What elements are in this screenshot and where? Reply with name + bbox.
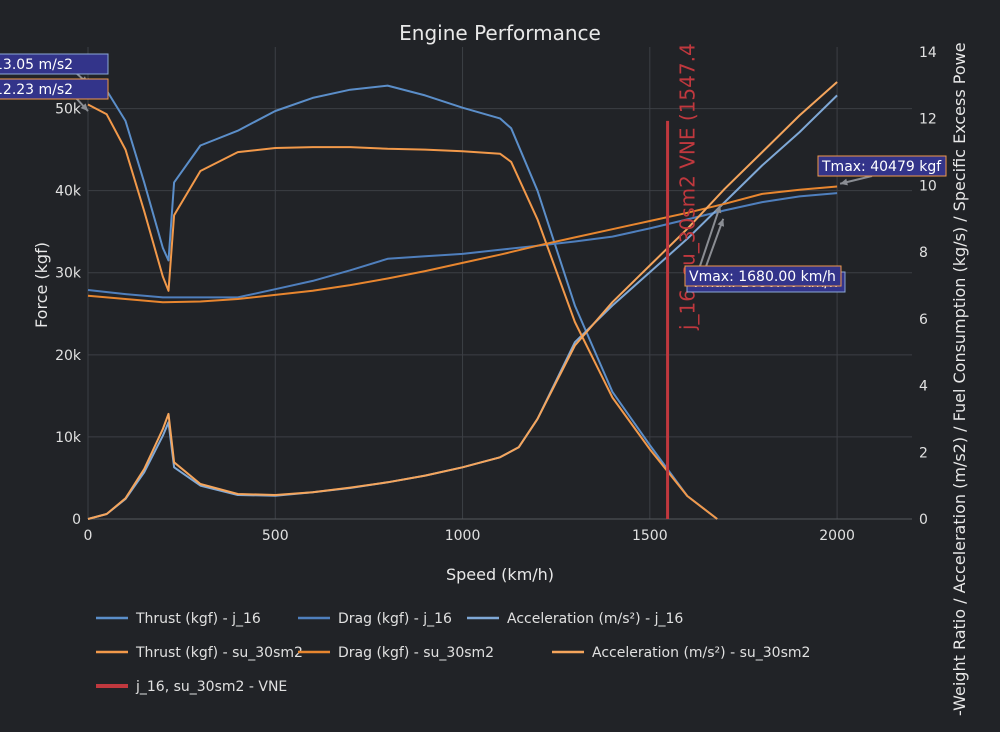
annotation-text: Tmax: 40479 kgf xyxy=(821,159,942,175)
legend-label-3: Thrust (kgf) - su_30sm2 xyxy=(135,645,303,661)
axes: 0 500 1000 1500 2000 0 10k 20k 30k 40k 50k 0 2 4 6 8 10 1… xyxy=(55,45,937,544)
annotation-arrow xyxy=(703,218,725,273)
x-tick-label: 0 xyxy=(84,528,93,544)
series-lines xyxy=(87,78,838,520)
y-left-tick-label: 50k xyxy=(55,102,82,118)
annotation-box xyxy=(0,53,109,75)
chart-title: Engine Performance xyxy=(399,21,601,45)
annotation-text: 12.23 m/s2 xyxy=(0,82,73,98)
y-right-tick-label: 8 xyxy=(919,245,928,261)
y-right-tick-label: 14 xyxy=(919,45,937,61)
x-tick-label: 1000 xyxy=(445,528,481,544)
grid xyxy=(87,47,912,520)
annotation-arrowhead xyxy=(840,178,848,186)
annotation-text: Vmax: 1680.00 km/h xyxy=(689,269,836,285)
series-line-3 xyxy=(87,103,718,520)
legend: Thrust (kgf) - j_16 Drag (kgf) - j_16 Acce… xyxy=(96,611,810,695)
y-axis-right-title: -Weight Ratio / Acceleration (m/s2) / Fu… xyxy=(950,42,969,716)
annotation-arrow xyxy=(699,205,722,267)
y-axis-left-title: Force (kgf) xyxy=(32,242,51,328)
annotation-arrowhead xyxy=(714,205,722,214)
series-line-0 xyxy=(87,78,718,520)
y-right-tick-label: 12 xyxy=(919,112,937,128)
legend-label-5: Acceleration (m/s²) - su_30sm2 xyxy=(592,645,810,661)
x-tick-label: 1500 xyxy=(632,528,668,544)
x-tick-label: 2000 xyxy=(819,528,855,544)
annotation-box xyxy=(684,265,842,287)
y-left-tick-label: 10k xyxy=(55,430,82,446)
y-left-tick-label: 0 xyxy=(72,512,81,528)
legend-label-6: j_16, su_30sm2 - VNE xyxy=(135,679,287,695)
annotation-text: 13.05 m/s2 xyxy=(0,57,73,73)
series-line-5 xyxy=(87,81,838,520)
y-right-tick-label: 2 xyxy=(919,445,928,461)
y-right-tick-label: 6 xyxy=(919,312,928,328)
y-left-tick-label: 30k xyxy=(55,266,82,282)
legend-label-2: Acceleration (m/s²) - j_16 xyxy=(507,611,683,627)
y-left-tick-label: 40k xyxy=(55,184,82,200)
legend-label-0: Thrust (kgf) - j_16 xyxy=(135,611,261,627)
legend-label-1: Drag (kgf) - j_16 xyxy=(338,611,452,627)
x-axis-title: Speed (km/h) xyxy=(446,565,554,584)
y-right-tick-label: 0 xyxy=(919,512,928,528)
annotation-box xyxy=(817,155,947,177)
annotation-arrowhead xyxy=(80,103,88,112)
annotation-arrowhead xyxy=(717,218,725,227)
y-left-tick-label: 20k xyxy=(55,348,82,364)
y-right-tick-label: 10 xyxy=(919,178,937,194)
x-tick-label: 500 xyxy=(262,528,289,544)
annotation-box xyxy=(0,78,109,100)
y-right-tick-label: 4 xyxy=(919,379,928,395)
series-line-4 xyxy=(87,185,838,304)
annotations: 13.05 m/s2 12.23 m/s2 Tmax: 40479 kgf Vmax:… xyxy=(0,53,947,293)
legend-label-4: Drag (kgf) - su_30sm2 xyxy=(338,645,494,661)
